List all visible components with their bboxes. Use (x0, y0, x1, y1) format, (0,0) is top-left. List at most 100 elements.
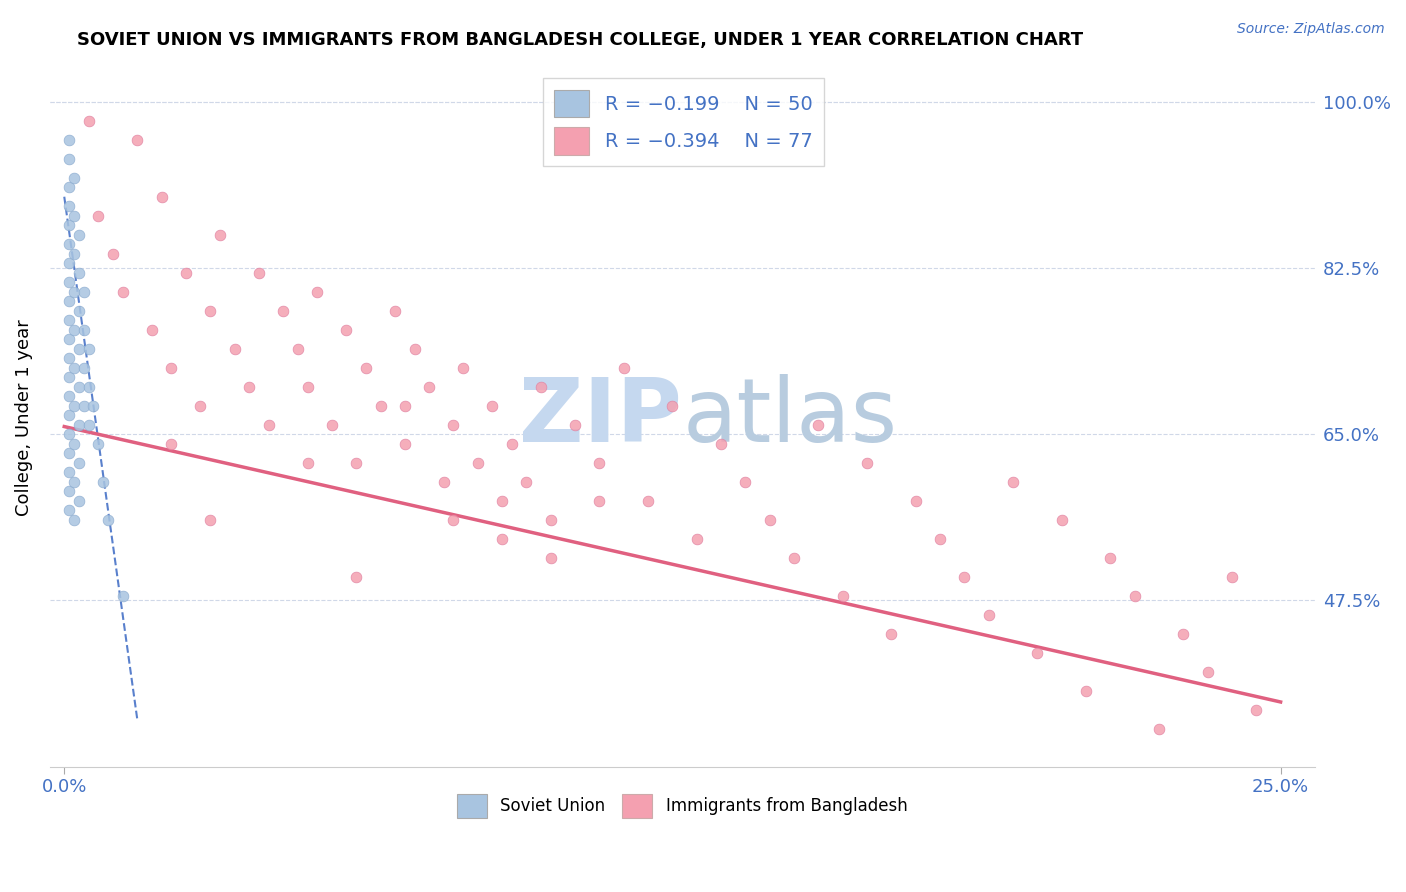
Point (1147, 722, 1170, 736)
Point (58, 133, 80, 147)
Point (501, 436, 523, 450)
Point (271, 303, 294, 318)
Point (953, 569, 976, 583)
Text: atlas: atlas (682, 374, 897, 461)
Point (67, 227, 90, 242)
Text: SOVIET UNION VS IMMIGRANTS FROM BANGLADESH COLLEGE, UNDER 1 YEAR CORRELATION CHA: SOVIET UNION VS IMMIGRANTS FROM BANGLADE… (77, 31, 1084, 49)
Point (224, 342, 246, 356)
Point (515, 475, 537, 489)
Point (418, 379, 440, 393)
Point (491, 493, 513, 508)
Point (394, 436, 416, 450)
Point (904, 493, 927, 508)
Point (77, 417, 100, 432)
Point (174, 266, 197, 280)
Point (58, 446, 80, 460)
Point (101, 246, 124, 260)
Point (73, 285, 96, 299)
Point (734, 475, 756, 489)
Point (297, 379, 319, 393)
Point (127, 133, 149, 147)
Point (63, 285, 86, 299)
Y-axis label: College, Under 1 year: College, Under 1 year (15, 319, 32, 516)
Point (637, 493, 659, 508)
Point (63, 399, 86, 413)
Point (783, 550, 806, 565)
Point (1246, 702, 1268, 716)
Point (67, 493, 90, 508)
Point (530, 379, 553, 393)
Point (67, 266, 90, 280)
Point (77, 342, 100, 356)
Point (1001, 475, 1024, 489)
Point (807, 417, 830, 432)
Point (856, 456, 879, 470)
Point (344, 456, 367, 470)
Point (67, 303, 90, 318)
Point (200, 513, 222, 527)
Point (58, 389, 80, 403)
Point (977, 607, 1000, 622)
Point (208, 227, 231, 242)
Point (287, 342, 309, 356)
Point (321, 417, 343, 432)
Point (433, 475, 456, 489)
Point (111, 589, 134, 603)
Point (77, 379, 100, 393)
Point (661, 399, 683, 413)
Point (404, 342, 426, 356)
Point (451, 360, 474, 375)
Point (58, 484, 80, 499)
Point (67, 417, 90, 432)
Point (190, 399, 212, 413)
Point (58, 408, 80, 422)
Point (929, 532, 952, 546)
Point (91, 475, 114, 489)
Point (1197, 665, 1219, 679)
Point (63, 209, 86, 223)
Point (67, 456, 90, 470)
Point (238, 379, 260, 393)
Point (344, 569, 367, 583)
Point (97, 513, 120, 527)
Point (564, 417, 586, 432)
Point (58, 503, 80, 517)
Point (443, 513, 465, 527)
Point (73, 399, 96, 413)
Point (58, 152, 80, 166)
Point (67, 379, 90, 393)
Point (1026, 646, 1049, 660)
Point (63, 323, 86, 337)
Point (87, 436, 110, 450)
Point (58, 313, 80, 327)
Point (63, 475, 86, 489)
Point (307, 285, 329, 299)
Point (1123, 589, 1146, 603)
Point (1099, 550, 1122, 565)
Point (481, 399, 503, 413)
Point (58, 237, 80, 252)
Point (63, 360, 86, 375)
Point (880, 626, 903, 640)
Point (58, 275, 80, 289)
Point (686, 532, 709, 546)
Point (160, 360, 183, 375)
Point (63, 246, 86, 260)
Point (588, 493, 610, 508)
Point (73, 360, 96, 375)
Text: ZIP: ZIP (519, 374, 682, 461)
Point (87, 209, 110, 223)
Point (63, 513, 86, 527)
Point (370, 399, 392, 413)
Point (82, 399, 104, 413)
Text: Source: ZipAtlas.com: Source: ZipAtlas.com (1237, 22, 1385, 37)
Point (588, 456, 610, 470)
Point (491, 532, 513, 546)
Point (1173, 626, 1195, 640)
Point (58, 218, 80, 232)
Point (384, 303, 406, 318)
Point (58, 199, 80, 213)
Point (1220, 569, 1243, 583)
Point (58, 332, 80, 346)
Point (63, 436, 86, 450)
